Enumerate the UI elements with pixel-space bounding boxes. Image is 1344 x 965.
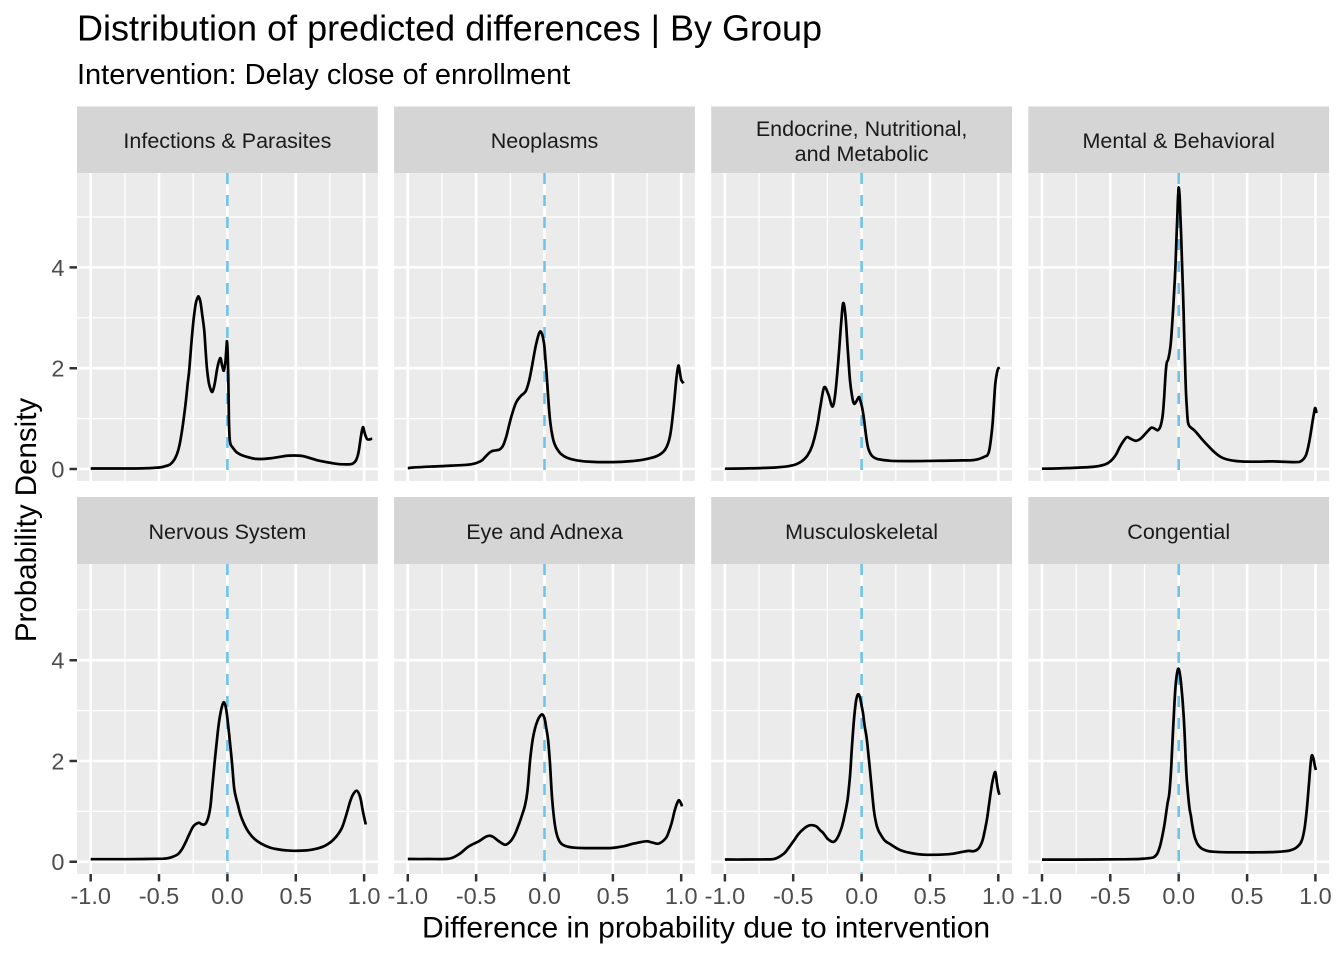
svg-text:Musculoskeletal: Musculoskeletal [785, 520, 938, 544]
svg-text:Endocrine, Nutritional,: Endocrine, Nutritional, [756, 117, 968, 141]
svg-text:0.5: 0.5 [597, 883, 630, 909]
svg-text:4: 4 [51, 255, 64, 281]
svg-text:4: 4 [51, 648, 64, 674]
svg-text:1.0: 1.0 [348, 883, 381, 909]
svg-text:0.5: 0.5 [1231, 883, 1264, 909]
svg-text:2: 2 [51, 356, 64, 382]
svg-text:Distribution of predicted diff: Distribution of predicted differences | … [77, 8, 822, 49]
svg-text:Mental & Behavioral: Mental & Behavioral [1082, 129, 1274, 153]
svg-text:-1.0: -1.0 [705, 883, 746, 909]
svg-text:Difference in probability due: Difference in probability due to interve… [422, 912, 990, 945]
svg-text:Congential: Congential [1127, 520, 1230, 544]
svg-text:0.0: 0.0 [211, 883, 244, 909]
svg-text:0.5: 0.5 [279, 883, 312, 909]
svg-text:1.0: 1.0 [665, 883, 698, 909]
svg-text:Neoplasms: Neoplasms [491, 129, 599, 153]
svg-text:1.0: 1.0 [1299, 883, 1332, 909]
svg-text:Infections & Parasites: Infections & Parasites [123, 129, 331, 153]
svg-text:-1.0: -1.0 [388, 883, 429, 909]
svg-text:0.0: 0.0 [1162, 883, 1195, 909]
svg-text:0.5: 0.5 [914, 883, 947, 909]
svg-text:Eye and Adnexa: Eye and Adnexa [466, 520, 623, 544]
svg-text:Nervous System: Nervous System [149, 520, 307, 544]
svg-text:-0.5: -0.5 [773, 883, 814, 909]
svg-text:-1.0: -1.0 [70, 883, 111, 909]
svg-text:and Metabolic: and Metabolic [795, 142, 929, 166]
svg-text:-1.0: -1.0 [1022, 883, 1063, 909]
svg-text:0.0: 0.0 [845, 883, 878, 909]
svg-text:2: 2 [51, 748, 64, 774]
svg-text:0.0: 0.0 [528, 883, 561, 909]
svg-text:-0.5: -0.5 [456, 883, 497, 909]
svg-text:-0.5: -0.5 [139, 883, 180, 909]
svg-text:Intervention: Delay close of e: Intervention: Delay close of enrollment [77, 59, 570, 91]
svg-text:0: 0 [51, 456, 64, 482]
svg-text:0: 0 [51, 849, 64, 875]
svg-text:Probability Density: Probability Density [10, 398, 43, 643]
svg-text:-0.5: -0.5 [1090, 883, 1131, 909]
svg-text:1.0: 1.0 [982, 883, 1015, 909]
